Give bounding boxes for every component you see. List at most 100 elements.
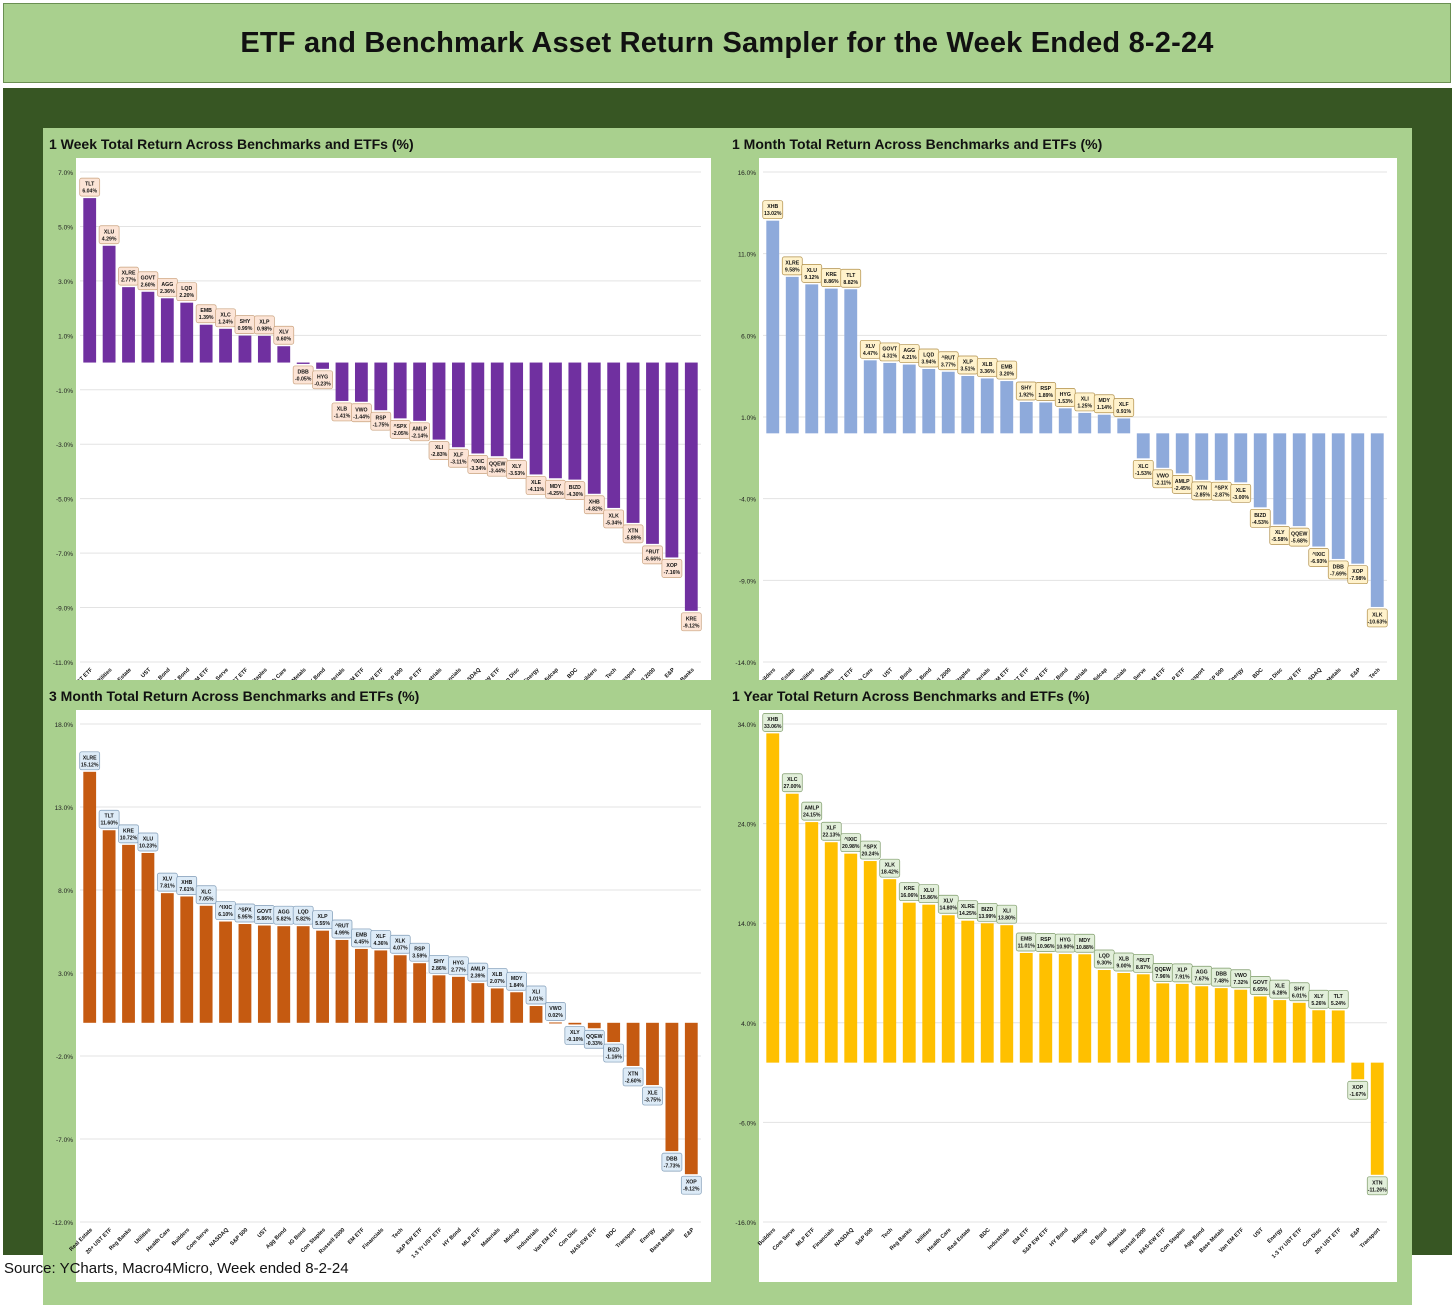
chart-title: 3 Month Total Return Across Benchmarks a… [49,688,419,704]
data-label-ticker: BIZD [981,907,993,913]
data-label-value: -2.45% [1174,486,1191,492]
data-label-value: 7.61% [179,887,194,893]
data-label-box [506,971,527,991]
bar [1234,433,1248,483]
chart-header-band [726,680,1412,707]
data-label-value: 6.01% [1292,993,1307,999]
data-label-ticker: ^IXIC [219,905,232,911]
bar [1078,954,1092,1063]
bar [1214,433,1228,481]
y-tick-label: 3.0% [58,279,73,286]
data-label-box [996,904,1018,924]
data-label-ticker: XHB [767,717,778,723]
bar [549,362,562,479]
data-label-ticker: RSP [414,947,425,953]
data-label-ticker: KRE [686,616,697,622]
bar [1039,953,1053,1063]
bar [1292,433,1306,527]
data-label-box [781,773,803,793]
data-label-value: 1.89% [1038,393,1053,399]
data-label-ticker: QQEW [1291,532,1308,538]
bar [257,925,271,1023]
bar [766,220,780,434]
bar [1136,974,1150,1063]
page-title: ETF and Benchmark Asset Return Sampler f… [240,26,1214,59]
data-label-value: -3.11% [450,460,467,466]
bar [1331,433,1345,559]
data-label-box [98,225,120,245]
bar [432,975,446,1023]
data-label-ticker: BIZD [1254,513,1266,519]
data-label-ticker: EMB [1001,365,1013,371]
bar [1156,433,1170,468]
data-label-ticker: XLY [1314,994,1324,1000]
bar [1000,381,1014,434]
data-label-ticker: XLY [570,1030,580,1036]
bar [607,362,621,508]
data-label-value: 9.58% [785,267,800,273]
data-label-ticker: XLK [395,939,406,945]
data-label-ticker: TLT [105,814,115,820]
bar [785,276,799,434]
bar [452,362,465,448]
data-label-ticker: LQD [298,910,309,916]
data-label-value: -5.34% [605,520,622,526]
bar [1253,996,1267,1063]
data-label-value: 2.77% [451,967,466,973]
data-label-value: 5.82% [276,917,291,923]
data-label-ticker: XLK [608,513,619,519]
data-label-ticker: XLV [865,344,875,350]
bar [1175,433,1189,474]
y-tick-label: -5.0% [56,497,73,504]
data-label-ticker: XHB [589,499,600,505]
data-label-value: -4.82% [586,506,603,512]
data-label-ticker: XLI [1081,396,1090,402]
bar [980,378,994,434]
bar [684,362,698,611]
bar [684,1022,698,1175]
data-label-box [79,751,101,771]
bar [805,822,819,1063]
data-label-value: -3.53% [508,471,525,477]
data-label-ticker: XLV [279,330,289,336]
data-label-value: 4.21% [902,355,917,361]
data-label-ticker: XLV [162,877,172,883]
bar [626,1022,640,1066]
data-label-value: 11.60% [100,821,118,827]
data-label-box [312,910,333,930]
data-label-ticker: XLP [1177,967,1188,973]
data-label-value: 0.60% [276,337,291,343]
data-label-ticker: VWO [549,1006,561,1012]
data-label-ticker: AMLP [412,426,427,432]
bar [626,362,640,523]
bar [102,245,116,363]
data-label-ticker: XLB [492,972,503,978]
data-label-value: -1.44% [353,414,370,420]
data-label-box [254,315,275,335]
data-label-ticker: ^RUT [335,923,350,929]
data-label-value: -2.87% [1213,493,1230,499]
data-label-box [762,713,784,732]
data-label-ticker: QQEW [1155,967,1172,973]
data-label-value: 1.92% [1019,392,1034,398]
bar [1351,1062,1365,1080]
bar [1273,1000,1287,1063]
data-label-box [820,821,842,841]
data-label-ticker: SHY [1294,986,1305,992]
data-label-ticker: XLE [1275,984,1286,990]
data-label-value: 5.86% [257,916,272,922]
data-label-box [661,559,683,578]
data-label-value: 22.13% [822,833,840,839]
bar [219,328,232,363]
bar [980,923,994,1063]
data-label-ticker: LQD [1099,954,1110,960]
bar [587,1022,601,1029]
data-label-value: -1.41% [334,413,351,419]
y-tick-label: 7.0% [58,170,73,177]
bar [393,955,407,1023]
data-label-value: 13.80% [998,916,1016,922]
data-label-ticker: ^RUT [646,549,661,555]
data-label-box [1132,953,1154,973]
bar [180,302,194,363]
data-label-value: 24.15% [803,813,821,819]
